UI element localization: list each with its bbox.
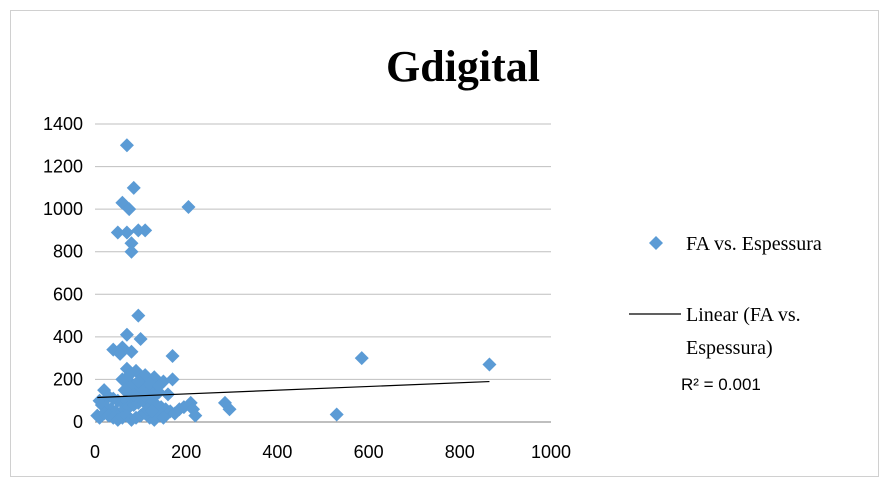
chart-svg: 0 200 400 600 800 1000 1200 1400 0 200 400 600 800 1… <box>43 42 822 462</box>
data-point <box>482 357 497 372</box>
data-point <box>131 374 146 389</box>
data-point <box>145 404 159 419</box>
y-tick-label: 0 <box>73 412 83 432</box>
gridlines <box>95 123 551 380</box>
y-tick-labels: 0 200 400 600 800 1000 1200 1400 <box>43 114 83 432</box>
data-points <box>90 138 497 427</box>
x-tick-labels: 0 200 400 600 800 1000 <box>90 442 571 462</box>
legend-series-label: FA vs. Espessura <box>686 233 822 255</box>
trendline <box>97 380 490 399</box>
data-point <box>122 368 137 383</box>
data-point <box>329 407 344 422</box>
data-point <box>122 202 137 217</box>
data-point <box>110 225 125 240</box>
chart-frame: 0 200 400 600 800 1000 1200 1400 0 200 400 600 800 1… <box>10 10 879 477</box>
y-tick-label: 1200 <box>43 157 83 177</box>
data-point <box>138 223 153 238</box>
data-point <box>222 402 237 417</box>
data-point <box>131 308 146 323</box>
y-tick-label: 1400 <box>43 114 83 134</box>
data-point <box>113 346 128 361</box>
x-tick-label: 800 <box>445 442 475 462</box>
r-squared-label: R² = 0.001 <box>681 375 761 394</box>
data-point <box>119 327 134 342</box>
data-point <box>133 331 148 346</box>
y-tick-label: 400 <box>53 327 83 347</box>
data-point <box>147 389 162 404</box>
data-point <box>354 351 369 366</box>
legend-diamond-icon <box>649 236 663 250</box>
y-tick-label: 1000 <box>43 199 83 219</box>
legend: FA vs. Espessura Linear (FA vs. Espessura… <box>629 233 822 394</box>
x-tick-label: 400 <box>262 442 292 462</box>
y-tick-label: 600 <box>53 284 83 304</box>
data-point <box>126 180 141 195</box>
x-tick-label: 200 <box>171 442 201 462</box>
data-point <box>165 372 180 387</box>
y-tick-label: 200 <box>53 369 83 389</box>
data-point <box>156 410 171 425</box>
legend-trendline-label: Linear (FA vs. Espessura) <box>686 304 801 359</box>
data-point <box>124 236 139 251</box>
x-tick-label: 1000 <box>531 442 571 462</box>
data-point <box>165 349 180 364</box>
x-tick-label: 0 <box>90 442 100 462</box>
y-tick-label: 800 <box>53 242 83 262</box>
data-point <box>119 225 134 240</box>
data-point <box>188 408 203 423</box>
data-point <box>119 138 134 153</box>
data-point <box>124 344 139 359</box>
data-point <box>181 200 196 215</box>
x-tick-label: 600 <box>354 442 384 462</box>
data-point <box>124 244 139 259</box>
data-point <box>151 378 166 393</box>
chart-title: Gdigital <box>386 42 540 91</box>
